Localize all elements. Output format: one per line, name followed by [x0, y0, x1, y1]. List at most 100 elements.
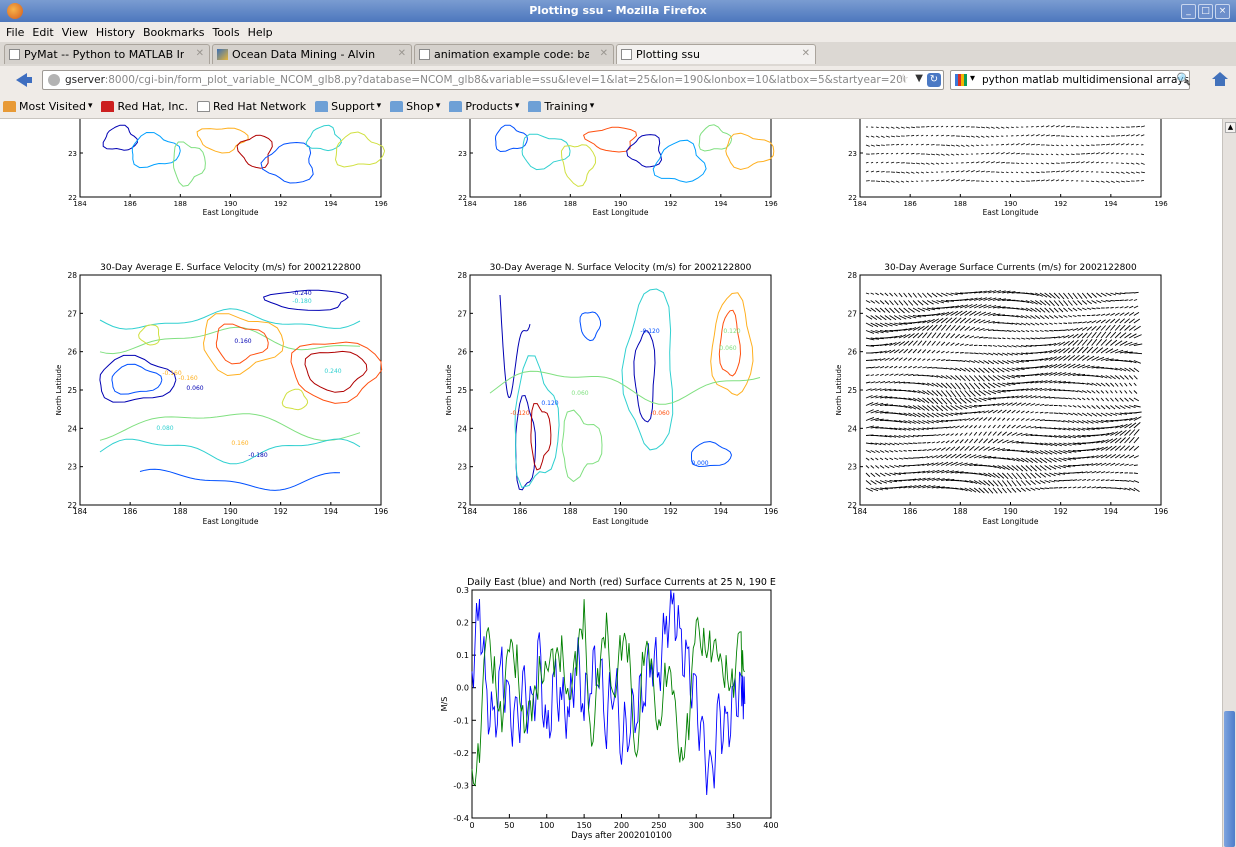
timeseries-ytick-label: -0.2 [453, 749, 469, 758]
top-plot-3-arrow [1095, 152, 1100, 155]
bookmark-star-icon[interactable]: ☆ [897, 72, 909, 87]
top-plot-3-arrow [875, 153, 880, 155]
mid-plot-3-arrow [1006, 465, 1015, 471]
menu-file[interactable]: File [6, 25, 25, 39]
mid-plot-3-arrow [978, 417, 984, 421]
menu-tools[interactable]: Tools [212, 25, 240, 39]
bookmark-red-hat-inc[interactable]: Red Hat, Inc. [101, 99, 188, 113]
top-plot-3-arrow [1105, 143, 1110, 146]
top-plot-3-arrow [1080, 135, 1084, 138]
reload-icon[interactable]: ↻ [927, 73, 941, 87]
tab-ocean-data-mining[interactable]: Ocean Data Mining - Alvin ✕ [212, 44, 412, 64]
mid-plot-3-arrow [1077, 346, 1084, 354]
site-identity-icon[interactable] [48, 74, 60, 86]
mid-plot-3-arrow [1068, 450, 1077, 453]
bookmark-training[interactable]: Training ▾ [528, 100, 594, 113]
mid-plot-3-arrow [875, 351, 883, 354]
mid-plot-3-arrow [987, 367, 995, 373]
url-bar[interactable]: gserver:8000/cgi-bin/form_plot_variable_… [42, 70, 944, 90]
bookmark-shop[interactable]: Shop ▾ [390, 100, 440, 113]
search-input-value[interactable]: python matlab multidimensional arrays [982, 74, 1190, 86]
top-plot-3-arrow [995, 135, 999, 137]
mid-plot-3-arrow [879, 465, 885, 469]
menu-bookmarks[interactable]: Bookmarks [142, 25, 205, 39]
mid-plot-3-arrow [865, 425, 875, 429]
bookmark-most-visited[interactable]: Most Visited ▾ [3, 100, 92, 113]
mid-plot-3-arrow [1086, 463, 1094, 466]
search-go-icon[interactable]: 🔍 [1176, 72, 1191, 86]
mid-plot-3-arrow [941, 426, 947, 429]
close-tab-icon[interactable]: ✕ [801, 48, 810, 59]
bookmark-support[interactable]: Support ▾ [315, 100, 381, 113]
mid-plot-3-arrow [1091, 447, 1100, 451]
mid-plot-3-arrow [931, 390, 939, 397]
mid-plot-3-arrow [1091, 320, 1097, 324]
home-icon[interactable] [1212, 72, 1228, 86]
mid-plot-3-arrow [1039, 372, 1049, 376]
back-arrow-icon[interactable] [16, 73, 32, 87]
mid-plot-3-arrow [1049, 356, 1057, 361]
scrollbar-thumb[interactable] [1224, 711, 1235, 847]
mid-plot-3-arrow [1067, 372, 1076, 376]
tab-pymat[interactable]: PyMat -- Python to MATLAB Inte... ✕ [4, 44, 210, 64]
mid-plot-3-arrow [1025, 450, 1034, 454]
mid-plot-3-arrow [931, 434, 937, 436]
mid-plot-3-arrow [988, 320, 995, 324]
menu-help[interactable]: Help [247, 25, 273, 39]
mid-plot-3-arrow [908, 412, 917, 418]
google-search-engine-icon[interactable] [955, 74, 967, 86]
mid-plot-1-contour-label: 0.160 [231, 440, 248, 447]
vertical-scrollbar[interactable]: ▲ [1222, 119, 1236, 847]
mid-plot-3-arrow [1025, 388, 1034, 391]
menu-history[interactable]: History [95, 25, 135, 39]
mid-plot-3-arrow [1016, 337, 1021, 340]
mid-plot-3-arrow [1006, 337, 1011, 340]
close-tab-icon[interactable]: ✕ [195, 48, 204, 59]
top-plot-3-arrow [875, 135, 880, 138]
mid-plot-3-xlabel: East Longitude [983, 517, 1039, 526]
search-engine-dropdown-icon[interactable]: ▾ [970, 73, 976, 84]
mid-plot-3-arrow [1105, 420, 1114, 423]
mid-plot-3-arrow [1039, 419, 1045, 421]
bookmark-products[interactable]: Products ▾ [449, 100, 519, 113]
mid-plot-1-xtick-tick-label: 190 [223, 507, 238, 516]
mid-plot-3-arrow [1095, 331, 1102, 339]
scroll-up-icon[interactable]: ▲ [1225, 122, 1236, 133]
top-plot-3-arrow [1015, 135, 1019, 137]
mid-plot-3-arrow [870, 402, 879, 406]
tab-animation-example[interactable]: animation example code: basic_... ✕ [414, 44, 614, 64]
url-dropdown-icon[interactable]: ▼ [915, 73, 923, 84]
mid-plot-3-arrow [1114, 375, 1121, 380]
mid-plot-3-arrow [894, 486, 903, 489]
url-text[interactable]: gserver:8000/cgi-bin/form_plot_variable_… [65, 74, 905, 86]
timeseries-xtick-label: 300 [689, 821, 704, 830]
close-tab-icon[interactable]: ✕ [397, 48, 406, 59]
mid-plot-3-arrow [940, 397, 948, 405]
mid-plot-3-arrow [1020, 457, 1029, 463]
top-plot-3-arrow [975, 144, 979, 147]
menu-edit[interactable]: Edit [32, 25, 54, 39]
mid-plot-3-arrow [1049, 465, 1057, 470]
bookmark-red-hat-network[interactable]: Red Hat Network [196, 100, 306, 113]
tab-plotting-ssu[interactable]: Plotting ssu ✕ [616, 44, 816, 64]
mid-plot-3-arrow [927, 307, 936, 311]
search-box[interactable]: ▾ python matlab multidimensional arrays … [950, 70, 1191, 90]
bookmark-label: Red Hat, Inc. [117, 99, 188, 113]
mid-plot-3-arrow [950, 439, 955, 444]
mid-plot-3-arrow [1100, 446, 1109, 451]
top-plot-3-arrow [930, 125, 935, 128]
menu-view[interactable]: View [61, 25, 88, 39]
top-plot-3-arrow [945, 125, 949, 128]
close-window-button[interactable]: × [1215, 4, 1230, 19]
minimize-button[interactable]: _ [1181, 4, 1196, 19]
mid-plot-3-arrow [1021, 352, 1028, 355]
mid-plot-3-arrow [969, 382, 976, 390]
maximize-button[interactable]: □ [1198, 4, 1213, 19]
mid-plot-3-arrow [1001, 424, 1006, 429]
mid-plot-2-title: 30-Day Average N. Surface Velocity (m/s)… [490, 263, 752, 273]
mid-plot-3-arrow [917, 307, 926, 312]
mid-plot-3-arrow [1119, 405, 1126, 409]
chevron-down-icon: ▾ [514, 101, 520, 111]
close-tab-icon[interactable]: ✕ [599, 48, 608, 59]
top-plot-2-ytick-tick-label: 22 [458, 194, 467, 202]
